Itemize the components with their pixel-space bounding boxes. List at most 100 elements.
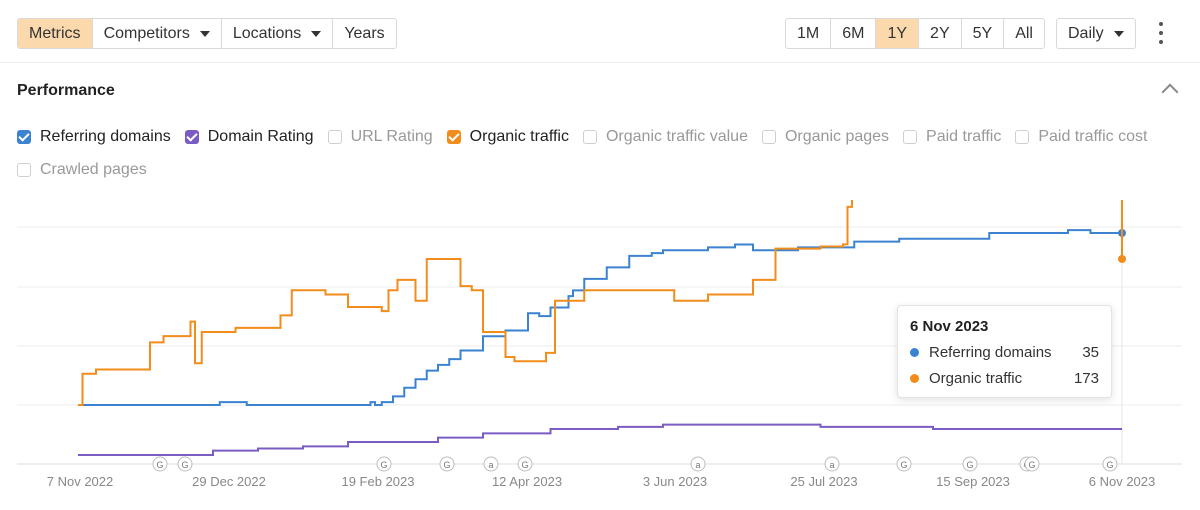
event-marker-label: G — [966, 460, 973, 470]
checkbox-paid-traffic[interactable]: Paid traffic — [903, 128, 1001, 146]
checkbox-organic-traffic-value[interactable]: Organic traffic value — [582, 128, 748, 146]
range-label: 1Y — [887, 25, 908, 42]
chart-tooltip: 6 Nov 2023 Referring domains 35 Organic … — [897, 305, 1112, 398]
range-all-button[interactable]: All — [1004, 19, 1044, 48]
metric-checkbox-row-2: Crawled pages — [17, 161, 161, 179]
checkbox-referring-domains[interactable]: Referring domains — [17, 128, 171, 146]
event-marker-label: a — [488, 460, 493, 470]
checkbox-label: Referring domains — [40, 128, 171, 145]
checkbox-paid-traffic-cost[interactable]: Paid traffic cost — [1015, 128, 1147, 146]
line-referring-domains — [78, 229, 1122, 406]
checkbox-box[interactable] — [582, 130, 597, 144]
checkbox-box[interactable] — [761, 130, 776, 144]
event-marker-icon — [439, 456, 455, 472]
range-1y-button[interactable]: 1Y — [876, 19, 920, 48]
metric-checkbox-row: Referring domains Domain Rating URL Rati… — [17, 128, 1161, 146]
x-tick-label: 12 Apr 2023 — [492, 474, 562, 489]
event-marker-label: a — [695, 460, 700, 470]
event-marker-label: a — [829, 460, 834, 470]
range-5y-button[interactable]: 5Y — [962, 19, 1005, 48]
caret-down-icon — [311, 30, 322, 37]
tooltip-value: 35 — [1082, 344, 1099, 361]
event-marker-icon — [690, 456, 706, 472]
event-marker-icon — [1024, 456, 1040, 472]
range-1m-button[interactable]: 1M — [786, 19, 832, 48]
toolbar: Metrics Competitors Locations Years 1M 6… — [0, 0, 1200, 63]
interval-dropdown-wrap: Daily — [1056, 18, 1136, 49]
more-options-icon[interactable] — [1154, 22, 1168, 44]
checkbox-domain-rating[interactable]: Domain Rating — [184, 128, 314, 146]
locations-label: Locations — [232, 25, 302, 42]
event-marker-icon — [824, 456, 840, 472]
x-tick-label: 29 Dec 2022 — [192, 474, 266, 489]
checkbox-crawled-pages[interactable]: Crawled pages — [17, 161, 147, 179]
event-marker-icon — [517, 456, 533, 472]
tooltip-label: Organic traffic — [929, 370, 1023, 387]
tooltip-row: Referring domains 35 — [910, 344, 1099, 361]
checkbox-label: Organic traffic — [469, 128, 569, 145]
checkbox-label: Crawled pages — [40, 161, 147, 178]
range-6m-button[interactable]: 6M — [831, 19, 877, 48]
range-label: 1M — [797, 25, 820, 42]
checkbox-box[interactable] — [17, 163, 31, 177]
checkbox-box[interactable] — [446, 130, 461, 144]
tooltip-row: Organic traffic 173 — [910, 370, 1099, 387]
range-button-group: 1M 6M 1Y 2Y 5Y All — [785, 18, 1045, 49]
checkbox-label: Organic traffic value — [605, 128, 748, 145]
checkbox-organic-traffic[interactable]: Organic traffic — [446, 128, 569, 146]
checkbox-label: Paid traffic cost — [1038, 128, 1148, 145]
filter-button-group: Metrics Competitors Locations Years — [17, 18, 397, 49]
checkbox-box[interactable] — [903, 130, 918, 144]
checkbox-organic-pages[interactable]: Organic pages — [761, 128, 890, 146]
checkbox-label: Organic pages — [784, 128, 890, 145]
tooltip-label: Referring domains — [929, 344, 1052, 361]
range-label: 6M — [842, 25, 865, 42]
event-marker-label: G — [900, 460, 907, 470]
event-marker-label: G — [380, 460, 387, 470]
event-marker-label: G — [156, 460, 163, 470]
line-domain-rating — [78, 423, 1122, 456]
checkbox-url-rating[interactable]: URL Rating — [327, 128, 433, 146]
years-button[interactable]: Years — [333, 19, 395, 48]
x-tick-label: 25 Jul 2023 — [790, 474, 857, 489]
section-title: Performance — [17, 82, 115, 99]
event-marker-label: G — [443, 460, 450, 470]
checkbox-box[interactable] — [327, 130, 342, 144]
checkbox-box[interactable] — [1015, 130, 1030, 144]
checkbox-label: Domain Rating — [207, 128, 314, 145]
years-label: Years — [344, 25, 385, 42]
event-marker-label: G — [1028, 460, 1035, 470]
caret-down-icon — [199, 30, 210, 37]
x-tick-label: 6 Nov 2023 — [1089, 474, 1156, 489]
event-marker-icon — [483, 456, 499, 472]
metrics-button[interactable]: Metrics — [18, 19, 93, 48]
collapse-chevron-icon[interactable] — [1161, 83, 1179, 101]
checkbox-label: Paid traffic — [926, 128, 1002, 145]
range-label: All — [1015, 25, 1033, 42]
x-tick-label: 19 Feb 2023 — [341, 474, 414, 489]
tooltip-value: 173 — [1073, 370, 1099, 387]
endpoint-organic-traffic — [1118, 255, 1126, 263]
checkbox-box[interactable] — [184, 130, 199, 144]
checkbox-box[interactable] — [17, 130, 31, 144]
x-tick-label: 7 Nov 2022 — [47, 474, 114, 489]
x-tick-label: 3 Jun 2023 — [643, 474, 707, 489]
series-dot-icon — [910, 348, 919, 357]
interval-dropdown[interactable]: Daily — [1057, 19, 1135, 48]
competitors-dropdown[interactable]: Competitors — [93, 19, 222, 48]
event-marker-icon — [152, 456, 168, 472]
event-marker-icon — [962, 456, 978, 472]
event-marker-label: G — [1106, 460, 1113, 470]
event-marker-label: G — [521, 460, 528, 470]
locations-dropdown[interactable]: Locations — [222, 19, 334, 48]
interval-label: Daily — [1068, 25, 1104, 42]
tooltip-date: 6 Nov 2023 — [910, 318, 989, 335]
competitors-label: Competitors — [103, 25, 190, 42]
checkbox-label: URL Rating — [350, 128, 433, 145]
metrics-label: Metrics — [29, 25, 81, 42]
event-marker-label: G — [181, 460, 188, 470]
range-label: 2Y — [930, 25, 950, 42]
range-label: 5Y — [972, 25, 993, 42]
range-2y-button[interactable]: 2Y — [919, 19, 962, 48]
